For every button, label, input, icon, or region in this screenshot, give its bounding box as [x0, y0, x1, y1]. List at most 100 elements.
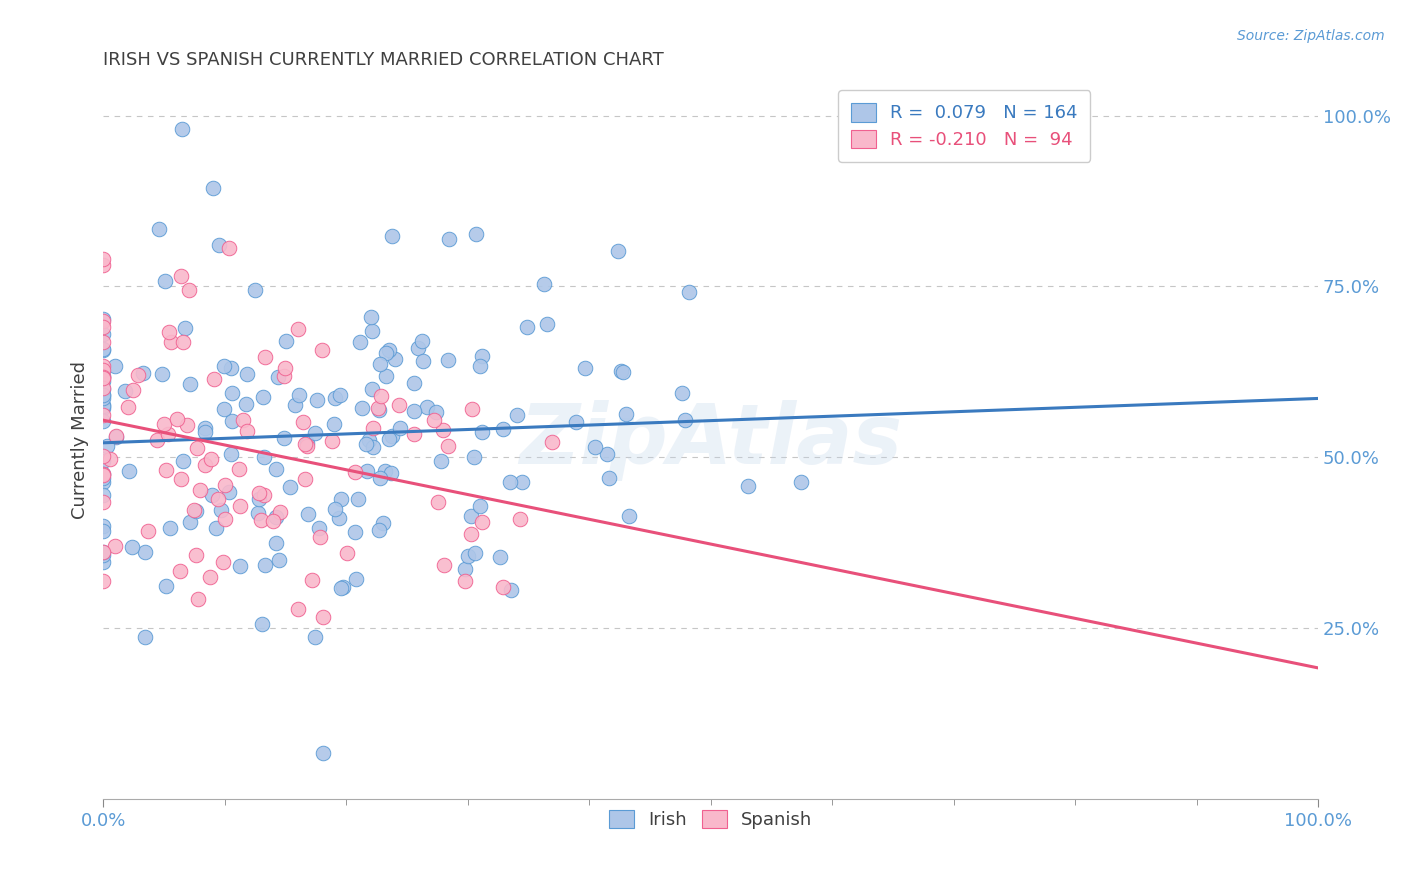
Point: [91, 370, 114, 384]
Point: [375, 368, 398, 383]
Point: [91, 371, 114, 385]
Point: [91, 312, 114, 326]
Point: [170, 473, 193, 487]
Point: [186, 503, 208, 517]
Point: [506, 409, 529, 423]
Point: [91, 320, 114, 334]
Point: [329, 387, 352, 401]
Point: [304, 630, 326, 644]
Point: [368, 357, 391, 371]
Point: [104, 539, 127, 553]
Point: [468, 359, 491, 373]
Point: [91, 370, 114, 384]
Point: [280, 480, 302, 494]
Point: [492, 580, 515, 594]
Point: [349, 334, 371, 349]
Point: [91, 467, 114, 482]
Point: [370, 389, 392, 403]
Point: [408, 341, 430, 355]
Point: [218, 485, 240, 500]
Point: [617, 509, 640, 524]
Point: [184, 548, 207, 562]
Point: [91, 343, 114, 358]
Point: [433, 558, 456, 572]
Point: [370, 471, 392, 485]
Point: [136, 524, 159, 538]
Point: [132, 366, 155, 380]
Point: [384, 351, 406, 366]
Text: ZipAtlas: ZipAtlas: [519, 400, 903, 481]
Point: [361, 324, 384, 338]
Point: [134, 630, 156, 644]
Point: [91, 398, 114, 412]
Point: [172, 454, 194, 468]
Point: [377, 343, 399, 357]
Point: [188, 483, 211, 497]
Point: [468, 499, 491, 513]
Point: [305, 392, 328, 407]
Point: [187, 592, 209, 607]
Point: [96, 439, 118, 453]
Point: [91, 488, 114, 502]
Point: [737, 479, 759, 493]
Point: [155, 579, 177, 593]
Point: [157, 427, 180, 442]
Point: [91, 467, 114, 481]
Point: [250, 616, 273, 631]
Point: [323, 391, 346, 405]
Point: [232, 413, 254, 427]
Point: [360, 310, 382, 325]
Point: [291, 415, 314, 429]
Point: [287, 601, 309, 615]
Point: [157, 325, 180, 339]
Point: [789, 475, 811, 490]
Point: [194, 420, 217, 434]
Point: [91, 449, 114, 463]
Point: [387, 398, 409, 412]
Point: [264, 536, 287, 550]
Legend: Irish, Spanish: Irish, Spanish: [595, 796, 827, 844]
Point: [464, 227, 486, 241]
Point: [253, 350, 276, 364]
Point: [148, 222, 170, 236]
Point: [344, 465, 367, 479]
Point: [516, 320, 538, 334]
Point: [91, 544, 114, 558]
Point: [463, 450, 485, 464]
Point: [221, 414, 243, 428]
Point: [411, 334, 433, 348]
Point: [284, 398, 307, 412]
Point: [98, 451, 121, 466]
Point: [91, 467, 114, 482]
Point: [673, 413, 696, 427]
Point: [312, 746, 335, 760]
Point: [122, 383, 145, 397]
Point: [247, 492, 270, 507]
Point: [205, 521, 228, 535]
Point: [614, 407, 637, 421]
Point: [214, 401, 236, 416]
Point: [183, 503, 205, 517]
Point: [361, 440, 384, 454]
Point: [402, 403, 425, 417]
Point: [429, 454, 451, 468]
Point: [266, 461, 288, 475]
Point: [336, 546, 359, 560]
Point: [214, 511, 236, 525]
Point: [321, 434, 343, 448]
Point: [186, 441, 208, 455]
Point: [374, 346, 396, 360]
Point: [254, 558, 277, 572]
Point: [160, 334, 183, 349]
Point: [201, 488, 224, 502]
Point: [91, 258, 114, 272]
Point: [596, 447, 619, 461]
Text: IRISH VS SPANISH CURRENTLY MARRIED CORRELATION CHART: IRISH VS SPANISH CURRENTLY MARRIED CORRE…: [103, 51, 664, 69]
Point: [91, 544, 114, 558]
Point: [235, 397, 257, 411]
Point: [460, 526, 482, 541]
Point: [344, 572, 367, 586]
Point: [208, 238, 231, 252]
Point: [274, 360, 297, 375]
Point: [262, 514, 284, 528]
